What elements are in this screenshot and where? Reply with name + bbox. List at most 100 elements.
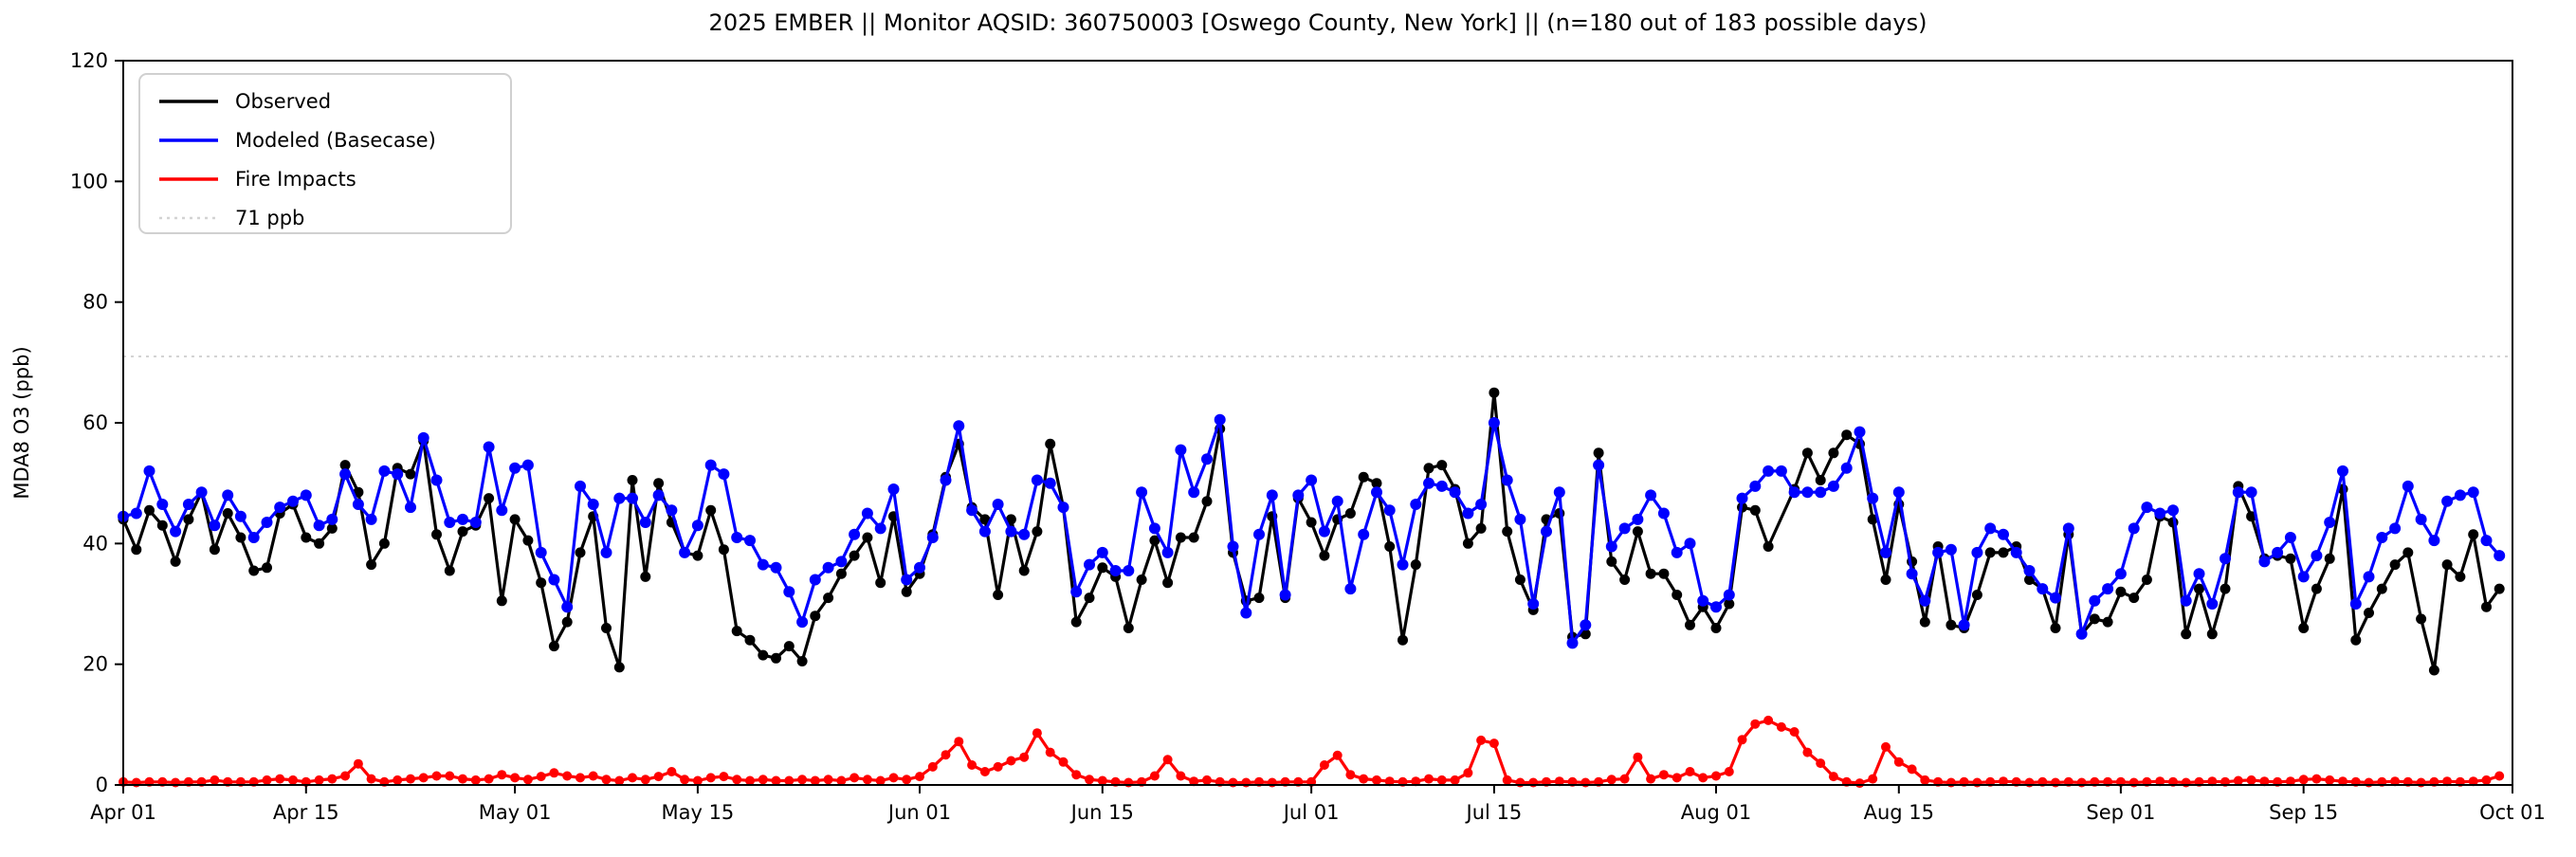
data-point xyxy=(1318,525,1330,538)
data-point xyxy=(902,775,912,785)
data-point xyxy=(2233,775,2243,786)
data-point xyxy=(431,529,442,540)
data-point xyxy=(2325,775,2335,785)
data-point xyxy=(326,513,338,525)
data-point xyxy=(2193,568,2205,580)
data-point xyxy=(222,489,234,501)
data-point xyxy=(483,441,495,453)
data-point xyxy=(588,771,598,781)
data-point xyxy=(680,775,690,785)
data-point xyxy=(393,775,403,785)
data-point xyxy=(2102,616,2113,628)
data-point xyxy=(2285,776,2295,787)
data-point xyxy=(378,465,391,477)
data-point xyxy=(653,478,665,489)
data-point xyxy=(1018,528,1031,540)
data-point xyxy=(510,773,521,783)
data-point xyxy=(1018,565,1030,576)
data-point xyxy=(1070,586,1083,598)
data-point xyxy=(705,504,717,516)
data-point xyxy=(2389,559,2401,571)
data-point xyxy=(2494,583,2505,594)
data-point xyxy=(1411,776,1421,787)
data-point xyxy=(875,775,886,786)
data-point xyxy=(901,586,912,597)
data-point xyxy=(1606,556,1617,567)
data-point xyxy=(1045,747,1055,757)
data-point xyxy=(1749,480,1762,492)
data-point xyxy=(1854,778,1865,789)
data-point xyxy=(2467,486,2479,499)
data-point xyxy=(2428,535,2440,547)
data-point xyxy=(1319,760,1329,770)
data-point xyxy=(2324,517,2336,528)
data-point xyxy=(614,775,625,786)
data-point xyxy=(2389,522,2402,535)
x-tick-label: Jun 15 xyxy=(1069,801,1134,824)
data-point xyxy=(809,574,821,586)
data-point xyxy=(1475,522,1487,534)
data-point xyxy=(861,507,873,520)
data-point xyxy=(1619,774,1630,784)
data-point xyxy=(2494,771,2505,781)
data-point xyxy=(941,750,951,760)
data-point xyxy=(1802,747,1813,757)
data-point xyxy=(1045,438,1056,449)
data-point xyxy=(1475,499,1488,510)
data-point xyxy=(405,501,416,514)
data-point xyxy=(209,520,221,532)
data-point xyxy=(1383,504,1396,517)
data-point xyxy=(1005,525,1017,538)
data-point xyxy=(1358,471,1369,483)
legend-label-fire-impacts: Fire Impacts xyxy=(235,168,356,191)
data-point xyxy=(275,774,285,784)
data-point xyxy=(2220,583,2231,594)
data-point xyxy=(731,626,742,637)
data-point xyxy=(183,514,194,525)
data-point xyxy=(1553,486,1565,499)
data-point xyxy=(1514,574,1526,585)
data-point xyxy=(1697,594,1709,607)
legend-label-modeled: Modeled (Basecase) xyxy=(235,129,436,152)
data-point xyxy=(1710,623,1722,633)
data-point xyxy=(849,550,860,561)
data-point xyxy=(704,459,717,471)
x-tick-label: May 01 xyxy=(479,801,552,824)
data-point xyxy=(561,601,574,613)
data-point xyxy=(1998,528,2009,540)
data-point xyxy=(1527,598,1540,610)
data-point xyxy=(1815,486,1827,499)
series-line xyxy=(122,418,2501,645)
data-point xyxy=(1372,775,1381,785)
data-point xyxy=(823,775,833,785)
data-point xyxy=(2232,486,2244,499)
data-point xyxy=(1645,489,1657,501)
data-point xyxy=(758,649,769,661)
data-point xyxy=(2089,594,2101,607)
y-axis-label: MDA8 O3 (ppb) xyxy=(10,346,33,499)
legend-box xyxy=(138,73,512,234)
data-point xyxy=(353,758,363,769)
data-point xyxy=(417,431,429,444)
fire-impacts-series xyxy=(119,715,2505,789)
data-point xyxy=(901,574,913,586)
data-point xyxy=(1867,492,1879,504)
data-point xyxy=(1932,546,1945,558)
data-point xyxy=(1070,616,1082,628)
data-point xyxy=(1148,522,1160,535)
data-point xyxy=(718,468,730,481)
data-point xyxy=(1893,757,1904,767)
data-point xyxy=(1841,429,1853,441)
x-tick-label: Jun 01 xyxy=(886,801,951,824)
data-point xyxy=(719,772,729,782)
data-point xyxy=(1423,477,1434,489)
data-point xyxy=(1057,501,1069,514)
data-point xyxy=(1919,616,1930,628)
data-point xyxy=(1410,559,1421,571)
data-point xyxy=(1462,538,1473,549)
data-point xyxy=(652,489,665,501)
data-point xyxy=(1919,594,1931,607)
data-point xyxy=(1332,750,1343,760)
data-point xyxy=(1593,447,1604,459)
data-point xyxy=(2402,547,2414,558)
